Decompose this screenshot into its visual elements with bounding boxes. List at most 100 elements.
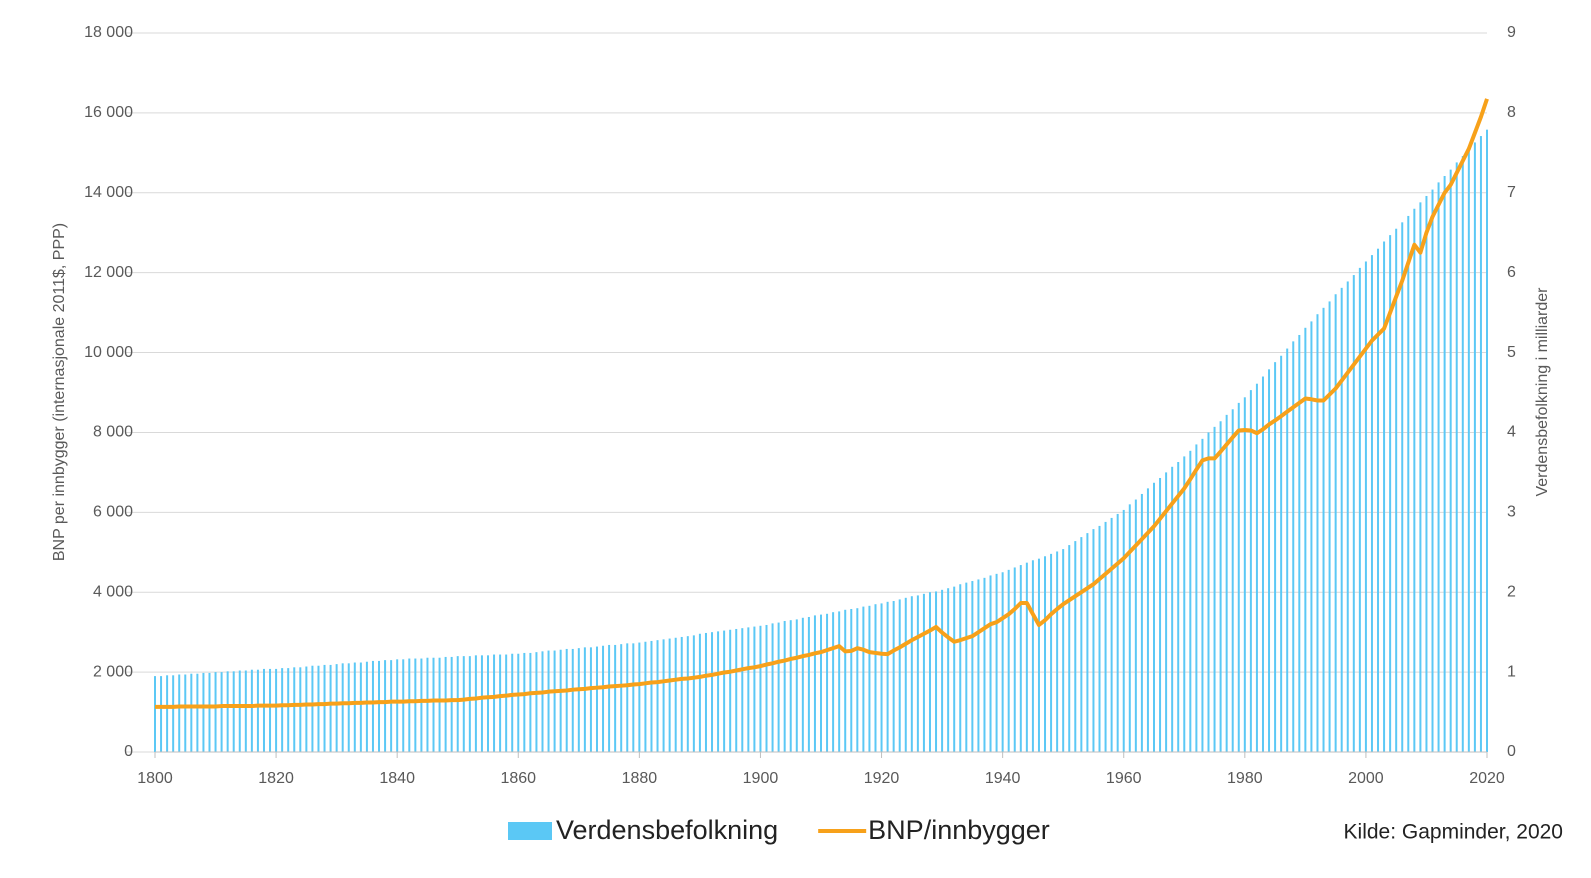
bar: [668, 638, 671, 752]
y-tick-label: 16 000: [84, 104, 133, 121]
bar: [1134, 499, 1137, 752]
bar: [250, 669, 253, 752]
bar: [1062, 549, 1065, 752]
bar: [747, 627, 750, 752]
bar: [1389, 235, 1392, 752]
bar: [353, 662, 356, 752]
bar: [602, 645, 605, 752]
bar: [832, 612, 835, 752]
bar: [317, 665, 320, 752]
bar: [178, 674, 181, 752]
bar: [1280, 355, 1283, 752]
bar: [892, 601, 895, 752]
bar: [456, 656, 459, 752]
bar: [1153, 482, 1155, 752]
bar: [1080, 537, 1083, 752]
bar: [717, 631, 720, 752]
legend-label: BNP/innbygger: [868, 815, 1050, 845]
bar: [1025, 562, 1028, 752]
bar: [287, 668, 290, 752]
bar: [595, 646, 598, 752]
y2-tick-label: 6: [1507, 264, 1516, 281]
bar: [844, 609, 847, 752]
bar: [1037, 558, 1040, 752]
bar: [371, 660, 374, 752]
bar: [1255, 383, 1258, 752]
bar: [244, 670, 247, 752]
bar: [1237, 402, 1240, 752]
bar: [868, 605, 871, 752]
bar: [474, 655, 477, 752]
bar: [698, 633, 701, 752]
bar: [160, 676, 163, 752]
bar: [1383, 241, 1386, 752]
bar: [329, 664, 332, 752]
x-tick-label: 1800: [137, 770, 173, 787]
bar: [753, 626, 756, 752]
bar: [1195, 444, 1198, 752]
y2-tick-label: 9: [1507, 24, 1516, 41]
bar: [426, 657, 429, 752]
bar: [190, 673, 193, 752]
bar: [856, 608, 859, 752]
bar: [1140, 493, 1143, 752]
x-tick-label: 1960: [1106, 770, 1142, 787]
bar: [220, 672, 223, 752]
bar: [1122, 509, 1125, 752]
bar: [898, 599, 901, 752]
bar: [1171, 466, 1174, 752]
y-tick-label: 12 000: [84, 264, 133, 281]
bar: [1116, 513, 1119, 752]
y2-tick-label: 4: [1507, 424, 1516, 441]
bar: [995, 573, 998, 752]
bar: [487, 655, 489, 752]
x-tick-label: 1880: [622, 770, 658, 787]
bar: [692, 635, 695, 752]
bar: [154, 676, 156, 752]
bar: [1274, 362, 1277, 752]
bar: [420, 658, 423, 752]
bar: [1328, 301, 1331, 752]
bar: [789, 620, 792, 752]
bar: [1310, 321, 1313, 752]
y2-tick-label: 7: [1507, 184, 1516, 201]
bar: [1098, 525, 1101, 752]
bar: [1449, 169, 1452, 753]
bar: [632, 643, 635, 752]
bar: [577, 648, 580, 752]
bar: [1183, 456, 1186, 752]
bar: [1292, 341, 1295, 752]
y2-tick-label: 2: [1507, 583, 1516, 600]
bar: [384, 660, 387, 752]
y-tick-label: 4 000: [93, 583, 133, 600]
bar: [378, 660, 381, 752]
bar: [723, 630, 726, 752]
bar: [589, 647, 592, 752]
bar: [916, 595, 919, 752]
bar: [1268, 369, 1271, 752]
bar: [771, 623, 774, 752]
y2-tick-label: 0: [1507, 743, 1516, 760]
bar: [874, 604, 877, 752]
bar: [565, 648, 568, 752]
source: Kilde: Gapminder, 2020: [1344, 821, 1563, 844]
bar: [1322, 307, 1325, 752]
bar: [553, 650, 556, 752]
bar: [759, 625, 762, 752]
x-tick-label: 1840: [379, 770, 415, 787]
bar: [408, 658, 411, 752]
y-tick-label: 10 000: [84, 344, 133, 361]
bar: [807, 616, 810, 752]
bar: [1261, 376, 1264, 752]
bar: [1340, 287, 1343, 752]
bar: [275, 668, 278, 752]
bar: [1370, 255, 1373, 752]
y-tick-label: 6 000: [93, 504, 133, 521]
bar: [1431, 189, 1434, 753]
bar: [977, 579, 980, 752]
bar: [765, 624, 768, 752]
bar: [608, 644, 611, 752]
bar: [1001, 572, 1004, 752]
bar: [1231, 409, 1234, 752]
